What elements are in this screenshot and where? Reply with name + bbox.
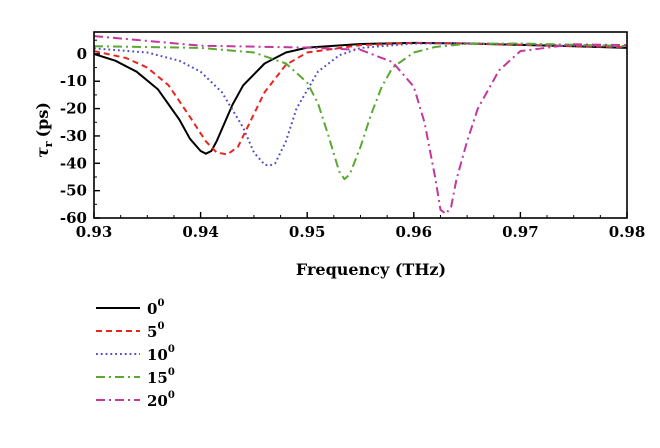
x-tick-label: 0.97 xyxy=(502,223,539,241)
legend-label-10: 100 xyxy=(147,344,175,364)
x-tick-label: 0.96 xyxy=(396,223,433,241)
y-tick-label: -50 xyxy=(60,182,87,200)
y-tick-label: -40 xyxy=(60,154,87,172)
legend: 00 50 100 150 200 xyxy=(96,298,175,410)
y-tick-label: -20 xyxy=(60,100,87,118)
y-axis-label: τr (ps) xyxy=(33,102,55,158)
x-axis-ticks: 0.93 0.94 0.95 0.96 0.97 0.98 xyxy=(76,212,646,241)
y-tick-label: -10 xyxy=(60,72,87,90)
x-tick-label: 0.98 xyxy=(609,223,646,241)
x-tick-label: 0.95 xyxy=(289,223,326,241)
series-line-20 xyxy=(94,35,627,215)
y-axis-label-unit: (ps) xyxy=(33,102,52,137)
x-axis-label: Frequency (THz) xyxy=(296,260,446,279)
y-tick-label: -30 xyxy=(60,127,87,145)
legend-label-20: 200 xyxy=(147,390,175,410)
plot-frame xyxy=(93,31,628,219)
legend-label-0: 00 xyxy=(147,298,164,318)
series-line-10 xyxy=(94,42,627,167)
series-line-0 xyxy=(94,41,627,155)
legend-label-5: 50 xyxy=(147,321,164,341)
y-axis-label-symbol: τ xyxy=(33,147,52,158)
series-group xyxy=(94,35,627,215)
series-line-15 xyxy=(94,42,627,181)
y-tick-label: -60 xyxy=(60,209,87,227)
series-line-5 xyxy=(94,41,627,156)
legend-label-15: 150 xyxy=(147,367,175,387)
y-tick-label: 0 xyxy=(77,45,87,63)
x-tick-label: 0.93 xyxy=(76,223,113,241)
y-axis-label-subscript: r xyxy=(42,141,55,147)
x-tick-label: 0.94 xyxy=(182,223,219,241)
plot-area xyxy=(93,31,628,219)
y-axis-ticks: 0 -10 -20 -30 -40 -50 -60 xyxy=(60,39,100,227)
